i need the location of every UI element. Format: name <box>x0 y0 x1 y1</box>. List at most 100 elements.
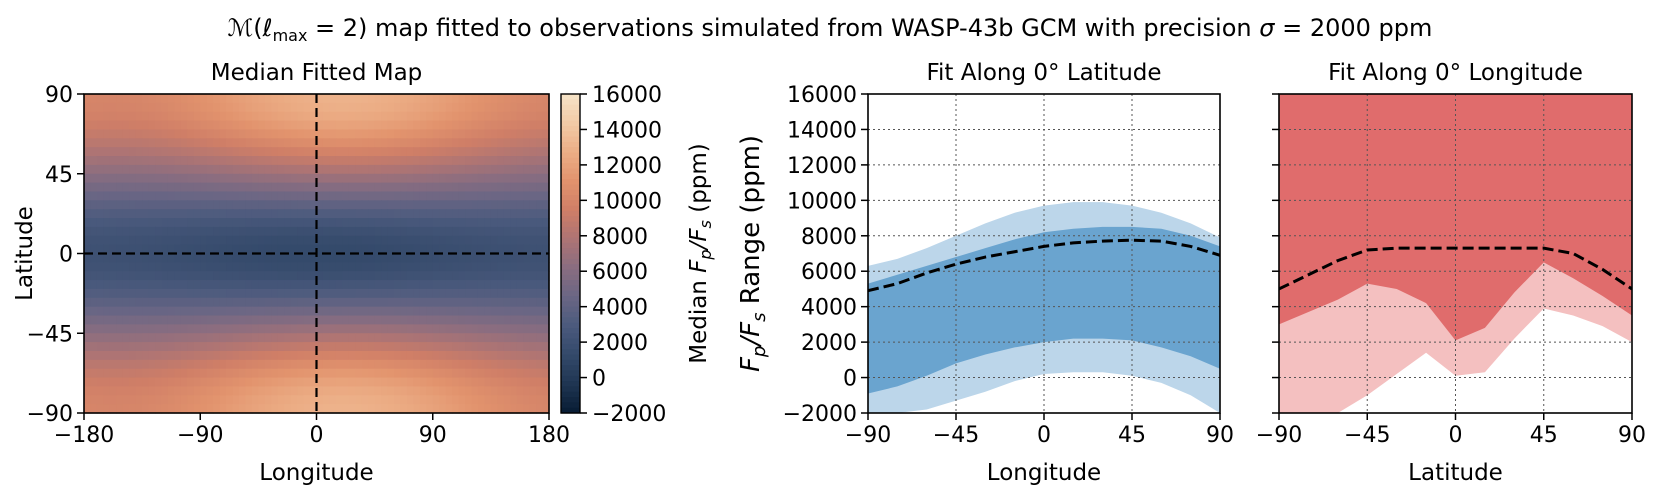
heatmap-cell <box>148 102 156 113</box>
map-y-tick-label: −90 <box>27 402 73 427</box>
heatmap-cell <box>497 156 505 166</box>
heatmap-cell <box>96 200 104 210</box>
heatmap-cell <box>142 386 150 396</box>
heatmap-cell <box>542 120 550 131</box>
heatmap-cell <box>155 191 163 201</box>
heatmap-cell <box>109 368 117 379</box>
heatmap-cell <box>406 200 414 210</box>
heatmap-cell <box>432 120 440 131</box>
heatmap-cell <box>426 386 434 396</box>
heatmap-cell <box>90 200 98 210</box>
heatmap-cell <box>116 138 124 148</box>
heatmap-cell <box>355 218 363 228</box>
heatmap-cell <box>400 244 408 255</box>
heatmap-cell <box>322 386 331 396</box>
heatmap-cell <box>109 164 117 175</box>
heatmap-cell <box>413 404 421 414</box>
heatmap-cell <box>471 333 479 343</box>
heatmap-cell <box>264 342 272 352</box>
heatmap-cell <box>536 111 544 122</box>
heatmap-cell <box>213 342 221 352</box>
heatmap-cell <box>239 200 247 210</box>
heatmap-cell <box>251 191 259 201</box>
heatmap-cell <box>155 209 163 219</box>
heatmap-cell <box>342 350 350 361</box>
heatmap-cell <box>206 235 214 246</box>
heatmap-cell <box>297 182 305 193</box>
heatmap-cell <box>497 262 505 272</box>
heatmap-cell <box>348 306 356 317</box>
heatmap-cell <box>536 120 544 131</box>
heatmap-cell <box>297 395 305 405</box>
heatmap-cell <box>484 129 492 139</box>
heatmap-cell <box>458 244 466 255</box>
colorbar-step <box>561 311 580 318</box>
heatmap-cell <box>103 218 111 228</box>
heatmap-cell <box>452 138 460 148</box>
heatmap-cell <box>439 280 447 290</box>
heatmap-cell <box>116 368 124 379</box>
heatmap-cell <box>432 288 440 299</box>
heatmap-cell <box>109 173 117 184</box>
heatmap-cell <box>167 191 176 201</box>
colorbar-step <box>561 141 580 148</box>
heatmap-cell <box>536 395 544 405</box>
heatmap-cell <box>103 120 111 131</box>
heatmap-cell <box>84 315 92 325</box>
heatmap-cell <box>245 120 253 131</box>
heatmap-cell <box>180 173 188 184</box>
heatmap-cell <box>167 262 176 272</box>
heatmap-cell <box>445 315 453 325</box>
heatmap-cell <box>180 342 188 352</box>
heatmap-cell <box>368 102 376 113</box>
heatmap-cell <box>406 395 414 405</box>
heatmap-cell <box>84 102 92 113</box>
heatmap-cell <box>103 235 111 246</box>
heatmap-cell <box>477 129 486 139</box>
heatmap-cell <box>84 333 92 343</box>
heatmap-cell <box>426 147 434 157</box>
heatmap-cell <box>290 209 298 219</box>
heatmap-cell <box>432 235 440 246</box>
heatmap-cell <box>135 173 143 184</box>
heatmap-cell <box>297 324 305 334</box>
heatmap-cell <box>329 386 337 396</box>
heatmap-cell <box>523 342 531 352</box>
heatmap-cell <box>161 262 169 272</box>
heatmap-cell <box>471 156 479 166</box>
heatmap-cell <box>90 333 98 343</box>
heatmap-cell <box>465 164 473 175</box>
heatmap-cell <box>116 111 124 122</box>
heatmap-cell <box>155 120 163 131</box>
heatmap-cell <box>226 138 234 148</box>
heatmap-cell <box>264 333 272 343</box>
heatmap-cell <box>187 156 195 166</box>
heatmap-cell <box>413 297 421 308</box>
heatmap-cell <box>226 173 234 184</box>
heatmap-cell <box>310 129 318 139</box>
heatmap-cell <box>477 350 486 361</box>
heatmap-cell <box>471 138 479 148</box>
heatmap-cell <box>542 280 550 290</box>
heatmap-cell <box>342 182 350 193</box>
heatmap-cell <box>258 94 266 104</box>
heatmap-cell <box>335 404 343 414</box>
map-x-label: Longitude <box>259 460 373 486</box>
heatmap-cell <box>103 138 111 148</box>
heatmap-cell <box>426 120 434 131</box>
heatmap-cell <box>335 244 343 255</box>
heatmap-cell <box>90 226 98 237</box>
heatmap-cell <box>226 129 234 139</box>
heatmap-cell <box>536 94 544 104</box>
heatmap-cell <box>490 244 498 255</box>
heatmap-cell <box>303 350 311 361</box>
heatmap-cell <box>432 359 440 370</box>
heatmap-cell <box>277 306 285 317</box>
heatmap-cell <box>458 253 466 263</box>
heatmap-cell <box>452 218 460 228</box>
heatmap-cell <box>103 324 111 334</box>
heatmap-cell <box>109 253 117 263</box>
heatmap-cell <box>439 386 447 396</box>
heatmap-cell <box>297 173 305 184</box>
heatmap-cell <box>419 191 427 201</box>
